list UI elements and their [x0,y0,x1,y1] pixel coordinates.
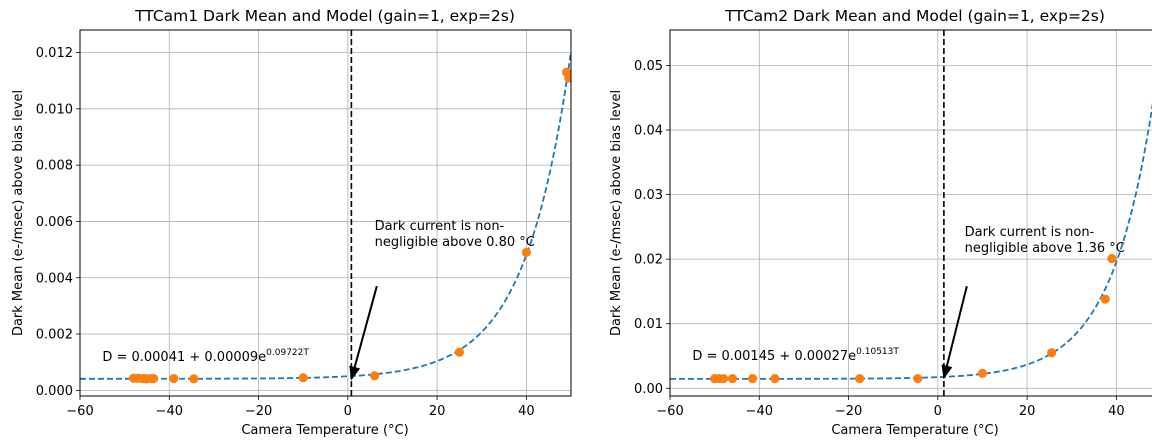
chart-panel-1: TTCam1 Dark Mean and Model (gain=1, exp=… [11,7,572,438]
chart-1-annotation-line1: Dark current is non- [375,219,505,234]
chart-2-equation-exponent: 0.10513T [856,347,899,357]
chart-1-y-tick-label: 0.012 [36,46,73,61]
chart-2-data-point [1107,253,1117,264]
chart-1-model-curve-group [80,51,571,380]
chart-1-annotation-arrow [349,285,378,381]
chart-1-grid [80,30,571,396]
chart-1-x-tick-label: 20 [429,404,446,419]
chart-1-y-tick-label: 0.008 [36,159,73,174]
chart-1-x-tick-label: 40 [518,404,535,419]
chart-2-x-ticks: −60 −40 −20 0 20 40 [656,396,1125,419]
chart-1-y-tick-label: 0.002 [36,328,73,343]
chart-2-y-tick-label: 0.04 [634,124,663,139]
chart-2-y-axis-label: Dark Mean (e-/msec) above bias level [609,90,624,336]
chart-1-data-point [521,247,531,258]
chart-1-y-ticks: 0.000 0.002 0.004 0.006 0.008 0.010 0.012 [36,46,80,399]
chart-2-x-tick-label: 0 [934,404,942,419]
chart-2-model-curve-group [670,102,1152,380]
chart-1-title: TTCam1 Dark Mean and Model (gain=1, exp=… [134,7,515,25]
chart-1-x-tick-label: −60 [66,404,93,419]
chart-2-annotation-group: Dark current is non- negligible above 1.… [941,225,1125,380]
chart-1-x-ticks: −60 −40 −20 0 20 40 [66,396,535,419]
chart-1-equation: D = 0.00041 + 0.00009e0.09722T [102,348,309,365]
chart-1-annotation-line2: negligible above 0.80 °C [375,235,535,250]
chart-2-plot-frame [669,29,1152,397]
chart-2-y-tick-label: 0.02 [634,253,663,268]
chart-2-x-tick-label: 40 [1108,404,1125,419]
chart-1-equation-base: D = 0.00041 + 0.00009e [102,350,266,365]
chart-2-x-tick-label: −60 [656,404,683,419]
chart-2-annotation-arrow [941,286,968,380]
chart-1-x-tick-label: 0 [344,404,352,419]
chart-2-x-tick-label: −40 [746,404,773,419]
chart-panel-2: TTCam2 Dark Mean and Model (gain=1, exp=… [609,7,1152,438]
chart-2-title: TTCam2 Dark Mean and Model (gain=1, exp=… [724,7,1105,25]
chart-1-model-curve [80,51,571,380]
chart-2-annotation-line2: negligible above 1.36 °C [965,241,1125,256]
chart-2-x-tick-label: 20 [1019,404,1036,419]
chart-2-y-tick-label: 0.03 [634,188,663,203]
chart-1-data-point [564,73,571,83]
chart-2-points [710,253,1117,384]
chart-2-data-point [770,373,780,384]
chart-1-equation-exponent: 0.09722T [266,348,309,358]
chart-1-x-tick-label: −40 [156,404,183,419]
chart-1-y-tick-label: 0.006 [36,215,73,230]
chart-1-data-point [189,374,199,384]
chart-1-x-tick-label: −20 [245,404,272,419]
chart-1-data-point [169,373,179,384]
chart-1-x-axis-label: Camera Temperature (°C) [241,423,408,438]
chart-1-data-point [298,373,308,383]
chart-1-y-axis-label: Dark Mean (e-/msec) above bias level [11,90,26,336]
chart-1-y-tick-label: 0.010 [36,102,73,117]
chart-1-plot-frame [79,29,572,397]
chart-2-x-axis-label: Camera Temperature (°C) [831,423,998,438]
chart-1-annotation-group: Dark current is non- negligible above 0.… [349,219,535,381]
chart-1-y-tick-label: 0.000 [36,384,73,399]
chart-2-equation: D = 0.00145 + 0.00027e0.10513T [692,347,899,364]
chart-2-annotation-line1: Dark current is non- [965,225,1095,240]
chart-2-y-tick-label: 0.00 [634,382,663,397]
chart-2-data-point [718,373,729,384]
chart-2-grid [670,30,1152,396]
chart-2-y-tick-label: 0.05 [634,59,663,74]
chart-2-y-ticks: 0.00 0.01 0.02 0.03 0.04 0.05 [634,59,670,397]
chart-1-points [128,67,571,384]
chart-2-data-point [977,368,988,379]
chart-2-data-point [1100,294,1110,304]
chart-2-data-point [747,373,758,384]
chart-2-data-point [855,373,865,384]
chart-2-data-point [727,373,738,384]
chart-2-y-tick-label: 0.01 [634,317,663,332]
chart-1-y-tick-label: 0.004 [36,271,73,286]
chart-2-data-point [1047,348,1057,358]
chart-2-model-curve [670,102,1152,380]
chart-1-data-point [454,347,465,357]
chart-2-data-point [913,373,923,384]
chart-1-data-point [370,371,380,381]
chart-2-x-tick-label: −20 [835,404,862,419]
chart-1-data-point [149,373,159,384]
chart-2-equation-base: D = 0.00145 + 0.00027e [692,349,856,364]
